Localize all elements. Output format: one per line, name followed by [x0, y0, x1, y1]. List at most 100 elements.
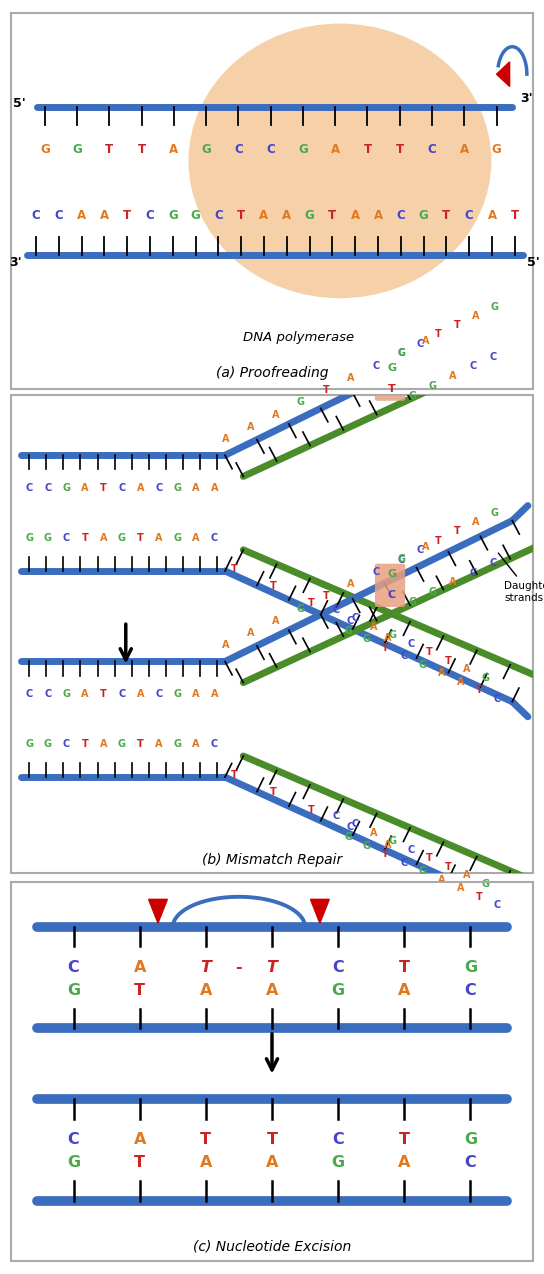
Text: A: A: [266, 1156, 278, 1170]
Text: G: G: [464, 961, 477, 975]
Text: T: T: [329, 209, 337, 223]
Text: T: T: [382, 848, 389, 859]
Text: C: C: [400, 857, 408, 868]
Text: G: G: [67, 1156, 80, 1170]
Text: G: G: [62, 689, 70, 699]
Text: G: G: [174, 739, 182, 749]
Text: G: G: [491, 302, 499, 312]
Text: G: G: [25, 534, 33, 543]
Text: (a) Proofreading: (a) Proofreading: [216, 366, 328, 380]
Text: G: G: [25, 739, 33, 749]
Text: C: C: [494, 694, 501, 705]
Text: G: G: [174, 689, 182, 699]
Text: T: T: [267, 961, 277, 975]
Text: C: C: [465, 1156, 477, 1170]
Text: 5': 5': [13, 97, 26, 110]
Text: C: C: [494, 899, 501, 910]
Text: A: A: [137, 689, 144, 699]
Text: G: G: [44, 739, 52, 749]
Text: -: -: [236, 961, 242, 975]
Text: G: G: [344, 832, 353, 842]
Text: Daughter
strands: Daughter strands: [498, 553, 544, 603]
Text: A: A: [192, 483, 200, 493]
Text: T: T: [399, 961, 410, 975]
Text: G: G: [464, 1133, 477, 1147]
Text: C: C: [63, 534, 70, 543]
Text: T: T: [511, 209, 519, 223]
Text: T: T: [395, 143, 404, 155]
Text: A: A: [373, 209, 382, 223]
Polygon shape: [311, 899, 329, 924]
Text: A: A: [449, 371, 457, 381]
Text: C: C: [346, 822, 353, 832]
Text: 3': 3': [9, 256, 21, 269]
Text: A: A: [438, 874, 446, 884]
Text: A: A: [370, 828, 378, 838]
Text: G: G: [429, 587, 437, 598]
Text: A: A: [77, 209, 86, 223]
Text: C: C: [63, 739, 70, 749]
Text: A: A: [398, 1156, 411, 1170]
Text: G: G: [387, 363, 396, 372]
Text: C: C: [211, 739, 218, 749]
Text: C: C: [267, 143, 275, 155]
Text: G: G: [67, 984, 80, 998]
Text: T: T: [426, 854, 433, 864]
Text: C: C: [44, 689, 51, 699]
Text: A: A: [211, 689, 218, 699]
Text: G: G: [429, 381, 437, 391]
Text: G: G: [481, 879, 490, 889]
Text: T: T: [138, 143, 146, 155]
Text: A: A: [192, 689, 200, 699]
Text: A: A: [272, 615, 280, 626]
Text: G: G: [174, 483, 182, 493]
Text: 5': 5': [527, 256, 540, 269]
Text: G: G: [388, 837, 396, 846]
Text: C: C: [351, 613, 358, 623]
Text: G: G: [363, 841, 371, 851]
Text: C: C: [407, 845, 415, 855]
Text: C: C: [428, 143, 436, 155]
Text: C: C: [332, 961, 344, 975]
Text: T: T: [82, 739, 88, 749]
Text: A: A: [100, 209, 109, 223]
Text: A: A: [472, 517, 480, 527]
Text: T: T: [323, 385, 329, 395]
Text: G: G: [40, 143, 50, 155]
Text: A: A: [456, 676, 464, 687]
Text: G: G: [388, 631, 396, 641]
Text: C: C: [234, 143, 243, 155]
Text: C: C: [397, 209, 405, 223]
Text: G: G: [174, 534, 182, 543]
Text: T: T: [475, 892, 483, 902]
Text: T: T: [426, 647, 433, 657]
Text: A: A: [487, 209, 497, 223]
Text: C: C: [416, 339, 424, 349]
Text: T: T: [267, 1133, 277, 1147]
Text: A: A: [282, 209, 292, 223]
Text: T: T: [106, 143, 113, 155]
Text: T: T: [442, 209, 450, 223]
Text: A: A: [200, 1156, 212, 1170]
Text: A: A: [100, 739, 107, 749]
Text: G: G: [397, 554, 405, 564]
Text: T: T: [308, 599, 315, 609]
Text: A: A: [100, 534, 107, 543]
Text: C: C: [67, 961, 79, 975]
Text: G: G: [44, 534, 52, 543]
Text: T: T: [435, 330, 442, 339]
Text: A: A: [463, 870, 471, 880]
Text: G: G: [297, 397, 305, 408]
Text: G: G: [168, 209, 178, 223]
Text: C: C: [372, 361, 380, 371]
Text: T: T: [445, 656, 452, 666]
Text: T: T: [200, 961, 211, 975]
Text: C: C: [146, 209, 154, 223]
Text: G: G: [118, 739, 126, 749]
Text: T: T: [388, 383, 395, 394]
Text: A: A: [133, 961, 146, 975]
Text: T: T: [454, 526, 461, 536]
Text: C: C: [118, 689, 126, 699]
Text: T: T: [308, 805, 315, 814]
Text: G: G: [201, 143, 211, 155]
